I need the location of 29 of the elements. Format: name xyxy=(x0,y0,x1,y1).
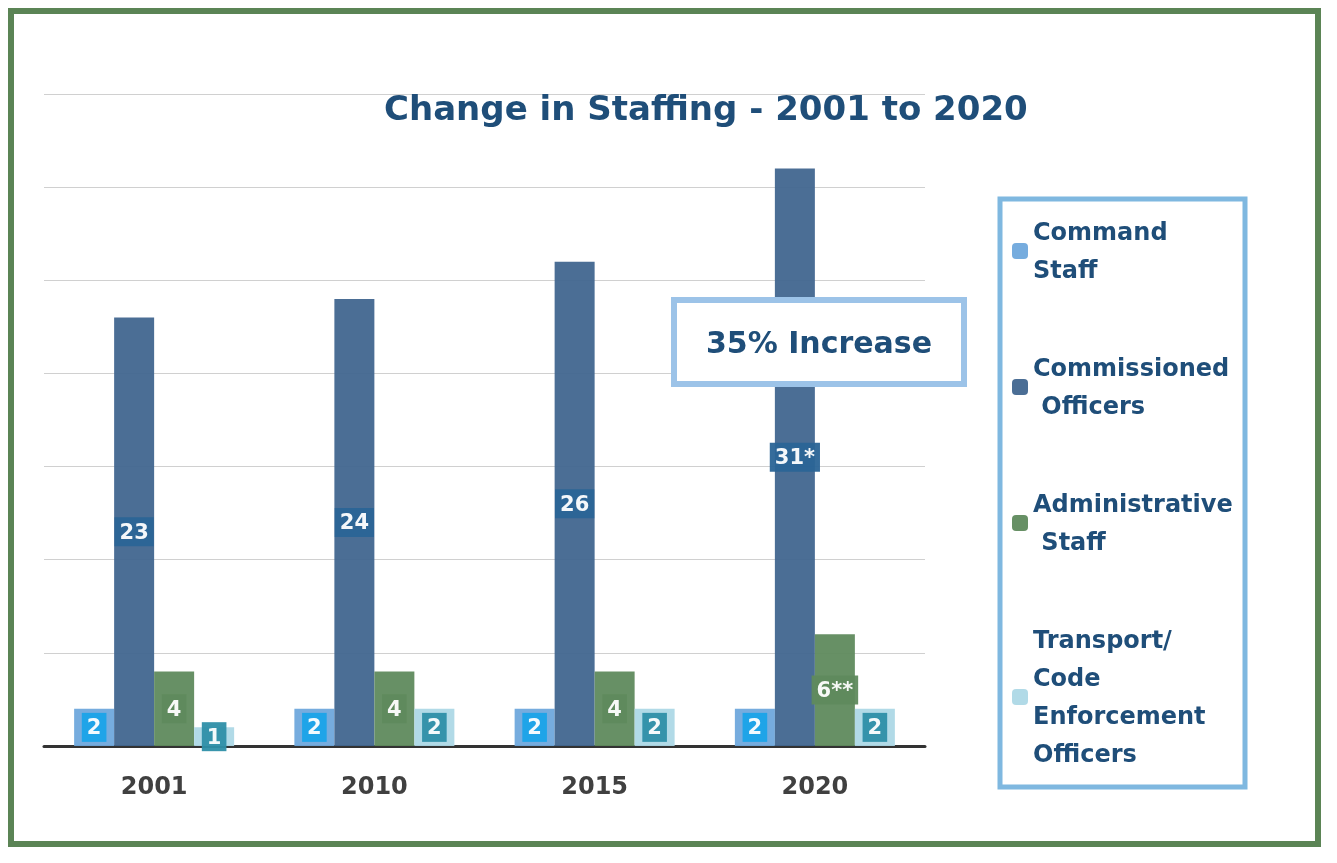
data-label: 4 xyxy=(607,696,622,721)
data-label: 2 xyxy=(86,715,102,740)
data-label: 23 xyxy=(119,519,149,544)
data-label: 2 xyxy=(647,715,662,740)
data-label: 2 xyxy=(747,715,763,740)
x-tick-label: 2015 xyxy=(561,772,629,800)
data-label: 1 xyxy=(206,724,222,749)
x-tick-label: 2010 xyxy=(340,772,408,800)
bar xyxy=(114,317,155,746)
bar xyxy=(554,261,595,746)
chart-title: Change in Staffing - 2001 to 2020 xyxy=(384,88,1028,128)
annotation: 35% Increase xyxy=(705,324,933,360)
data-label: 2 xyxy=(307,715,322,740)
legend-label: Administrative Staff xyxy=(1033,490,1233,556)
data-label: 2 xyxy=(427,715,442,740)
data-label: 6** xyxy=(816,678,854,703)
legend-label: Transport/Code Enforcement Officers xyxy=(1033,626,1214,768)
data-label: 31* xyxy=(774,445,815,470)
data-label: 2 xyxy=(867,715,883,740)
data-label: 4 xyxy=(387,696,402,721)
data-label: 4 xyxy=(166,696,182,721)
data-label: 2 xyxy=(527,715,542,740)
x-tick-label: 2020 xyxy=(781,772,849,800)
bar xyxy=(334,298,375,746)
data-label: 26 xyxy=(560,491,590,516)
legend-label: Command Staff xyxy=(1033,218,1176,284)
data-label: 24 xyxy=(339,510,369,535)
legend-label: Commissioned Officers xyxy=(1033,354,1230,420)
x-tick-label: 2001 xyxy=(120,772,188,800)
